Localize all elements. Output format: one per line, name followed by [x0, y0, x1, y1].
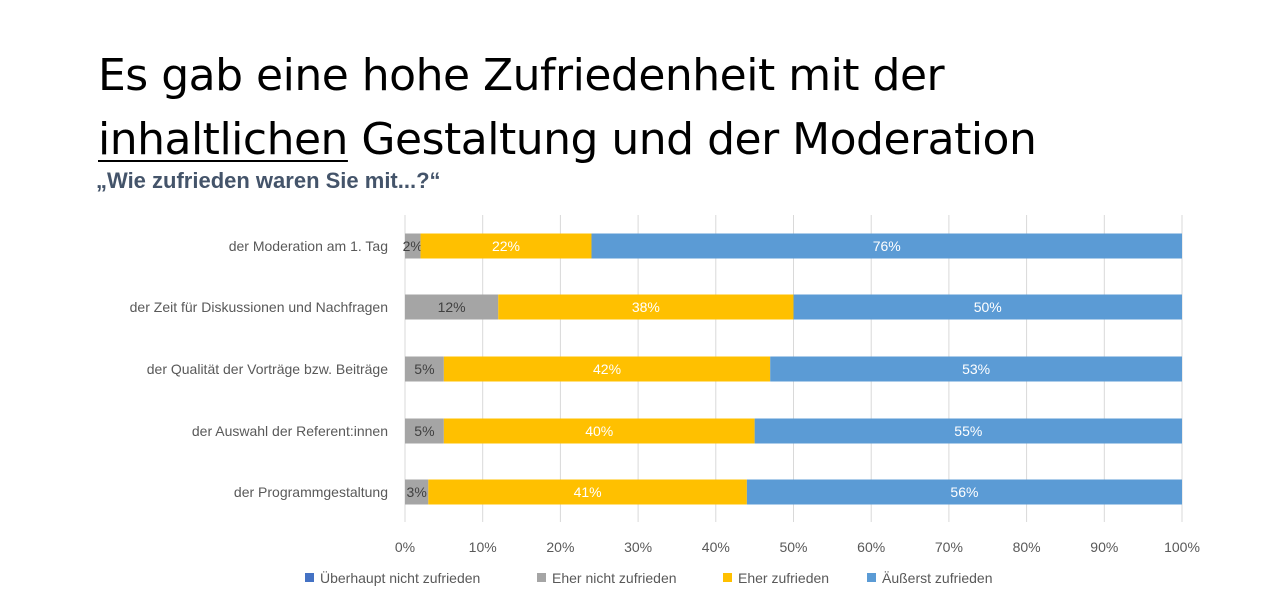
x-tick-label: 60%	[857, 539, 885, 555]
data-label: 56%	[950, 484, 978, 500]
category-label: der Moderation am 1. Tag	[229, 238, 388, 254]
x-tick-label: 80%	[1013, 539, 1041, 555]
bar-segment	[420, 233, 592, 259]
x-tick-label: 10%	[469, 539, 497, 555]
category-label: der Programmgestaltung	[234, 484, 388, 500]
bar-segment	[405, 233, 421, 259]
category-label: der Zeit für Diskussionen und Nachfragen	[130, 299, 388, 315]
data-label: 3%	[407, 484, 427, 500]
data-label: 38%	[632, 299, 660, 315]
data-label: 22%	[492, 238, 520, 254]
data-label: 41%	[574, 484, 602, 500]
data-label: 5%	[414, 361, 434, 377]
category-label: der Auswahl der Referent:innen	[192, 423, 388, 439]
bar-segment	[498, 294, 794, 320]
legend-label: Eher zufrieden	[738, 570, 829, 586]
data-label: 42%	[593, 361, 621, 377]
legend-label: Äußerst zufrieden	[882, 570, 993, 586]
bar-segment	[443, 356, 771, 382]
bar-segment	[591, 233, 1182, 259]
bar-segment	[405, 294, 499, 320]
bar-segment	[770, 356, 1182, 382]
bar-segment	[405, 356, 444, 382]
slide-title: Es gab eine hohe Zufriedenheit mit der i…	[98, 44, 1037, 172]
legend-label: Überhaupt nicht zufrieden	[320, 569, 480, 586]
x-tick-label: 40%	[702, 539, 730, 555]
x-tick-label: 70%	[935, 539, 963, 555]
bar-segment	[405, 479, 429, 505]
chart-subtitle: „Wie zufrieden waren Sie mit...?“	[96, 168, 441, 193]
x-tick-label: 90%	[1090, 539, 1118, 555]
data-label: 55%	[954, 423, 982, 439]
bar-segment	[754, 418, 1182, 444]
data-label: 76%	[873, 238, 901, 254]
x-tick-label: 0%	[395, 539, 415, 555]
data-label: 5%	[414, 423, 434, 439]
bar-segment	[443, 418, 755, 444]
x-tick-label: 30%	[624, 539, 652, 555]
x-tick-label: 50%	[779, 539, 807, 555]
title-line-2-rest: Gestaltung und der Moderation	[347, 114, 1037, 165]
data-label: 12%	[438, 299, 466, 315]
bar-segment	[746, 479, 1182, 505]
x-tick-label: 20%	[546, 539, 574, 555]
legend-swatch	[723, 573, 732, 582]
title-underlined-word: inhaltlichen	[98, 114, 348, 165]
legend-swatch	[537, 573, 546, 582]
data-label: 40%	[585, 423, 613, 439]
legend-label: Eher nicht zufrieden	[552, 570, 677, 586]
bar-segment	[793, 294, 1182, 320]
data-label: 50%	[974, 299, 1002, 315]
bar-segment	[428, 479, 747, 505]
title-line-1: Es gab eine hohe Zufriedenheit mit der	[98, 50, 945, 101]
bar-segment	[405, 418, 444, 444]
x-tick-label: 100%	[1164, 539, 1200, 555]
legend-swatch	[305, 573, 314, 582]
category-label: der Qualität der Vorträge bzw. Beiträge	[147, 361, 388, 377]
data-label: 2%	[403, 238, 423, 254]
legend-swatch	[867, 573, 876, 582]
data-label: 53%	[962, 361, 990, 377]
